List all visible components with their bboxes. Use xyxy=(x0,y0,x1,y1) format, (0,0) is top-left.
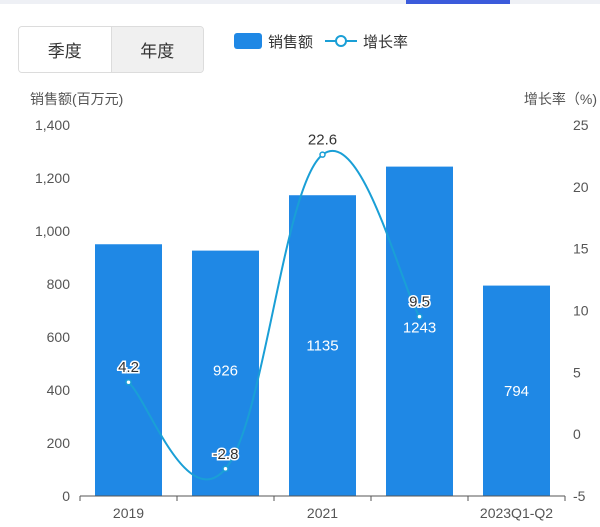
data-labels: 926 1135 1243 794 4.2 -2.8 22.6 9.5 xyxy=(117,130,529,464)
bar-2022 xyxy=(386,166,453,497)
y2-axis-ticks: -5 0 5 10 15 20 25 xyxy=(573,117,589,504)
growth-rate-label: 4.2 xyxy=(118,359,139,376)
y2-tick-label: 0 xyxy=(573,426,581,442)
y-tick-label: 200 xyxy=(47,435,71,451)
bar-2023Q1-Q2 xyxy=(483,285,550,496)
legend-label-sales: 销售额 xyxy=(268,33,314,51)
y2-tick-label: 10 xyxy=(573,303,589,319)
chart-legend: 销售额 增长率 xyxy=(234,31,420,51)
y-axis-ticks: 0 200 400 600 800 1,000 1,200 1,400 xyxy=(35,117,70,504)
legend-bar-swatch xyxy=(234,33,262,49)
bar-value-label: 1135 xyxy=(306,338,338,355)
legend-label-growth: 增长率 xyxy=(363,33,409,51)
y-tick-label: 1,200 xyxy=(35,170,70,186)
bar-2020 xyxy=(192,250,259,496)
legend-item-growth[interactable]: 增长率 xyxy=(325,31,408,52)
x-axis-ticks: 2019 2021 2023Q1-Q2 xyxy=(79,496,566,521)
tab-yearly[interactable]: 年度 xyxy=(110,27,203,72)
top-strip xyxy=(0,0,600,4)
y-tick-label: 0 xyxy=(62,488,70,504)
bar-value-label: 794 xyxy=(504,383,529,400)
bar-value-label: 926 xyxy=(213,363,238,380)
growth-rate-point xyxy=(319,151,326,158)
y-tick-label: 600 xyxy=(47,329,71,345)
growth-rate-line xyxy=(127,150,421,481)
bar-2019 xyxy=(95,244,162,496)
x-tick-label: 2019 xyxy=(113,505,144,521)
tab-quarterly[interactable]: 季度 xyxy=(19,27,111,72)
legend-line-swatch xyxy=(325,35,358,47)
y-tick-label: 400 xyxy=(47,382,71,398)
growth-rate-point xyxy=(222,465,229,473)
y2-tick-label: 20 xyxy=(573,179,589,195)
legend-item-sales[interactable]: 销售额 xyxy=(234,31,313,52)
bar-value-label: 1243 xyxy=(403,320,436,337)
y-tick-label: 1,000 xyxy=(35,223,70,239)
period-toggle: 季度 年度 xyxy=(18,26,204,73)
growth-rate-label: 22.6 xyxy=(308,132,337,149)
x-tick-label: 2023Q1-Q2 xyxy=(480,505,553,521)
y2-tick-label: 5 xyxy=(573,364,581,380)
top-accent-bar xyxy=(406,0,510,4)
y-tick-label: 800 xyxy=(47,276,71,292)
y2-axis-title: 增长率（%) xyxy=(524,91,597,107)
y2-tick-label: -5 xyxy=(573,488,586,504)
line-series xyxy=(125,150,423,481)
x-tick-label: 2021 xyxy=(307,505,338,521)
bar-2021 xyxy=(289,195,356,496)
bar-series xyxy=(95,166,550,497)
growth-rate-label: -2.8 xyxy=(213,446,239,463)
growth-rate-point xyxy=(125,378,132,386)
y2-tick-label: 15 xyxy=(573,241,589,257)
growth-rate-label: 9.5 xyxy=(409,294,430,311)
y-tick-label: 1,400 xyxy=(35,117,70,133)
growth-rate-point xyxy=(416,313,423,320)
y2-tick-label: 25 xyxy=(573,117,589,133)
y-axis-title: 销售额(百万元) xyxy=(30,91,123,107)
